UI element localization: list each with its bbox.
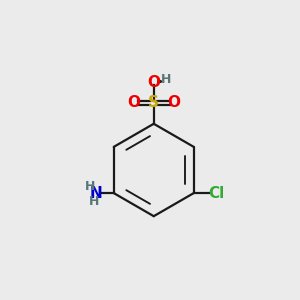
Text: H: H xyxy=(88,195,99,208)
Text: S: S xyxy=(148,95,159,110)
Text: O: O xyxy=(167,95,180,110)
Text: N: N xyxy=(90,186,103,201)
Text: O: O xyxy=(147,75,160,90)
Text: Cl: Cl xyxy=(209,186,225,201)
Text: O: O xyxy=(128,95,141,110)
Text: H: H xyxy=(161,74,172,86)
Text: H: H xyxy=(85,180,95,193)
